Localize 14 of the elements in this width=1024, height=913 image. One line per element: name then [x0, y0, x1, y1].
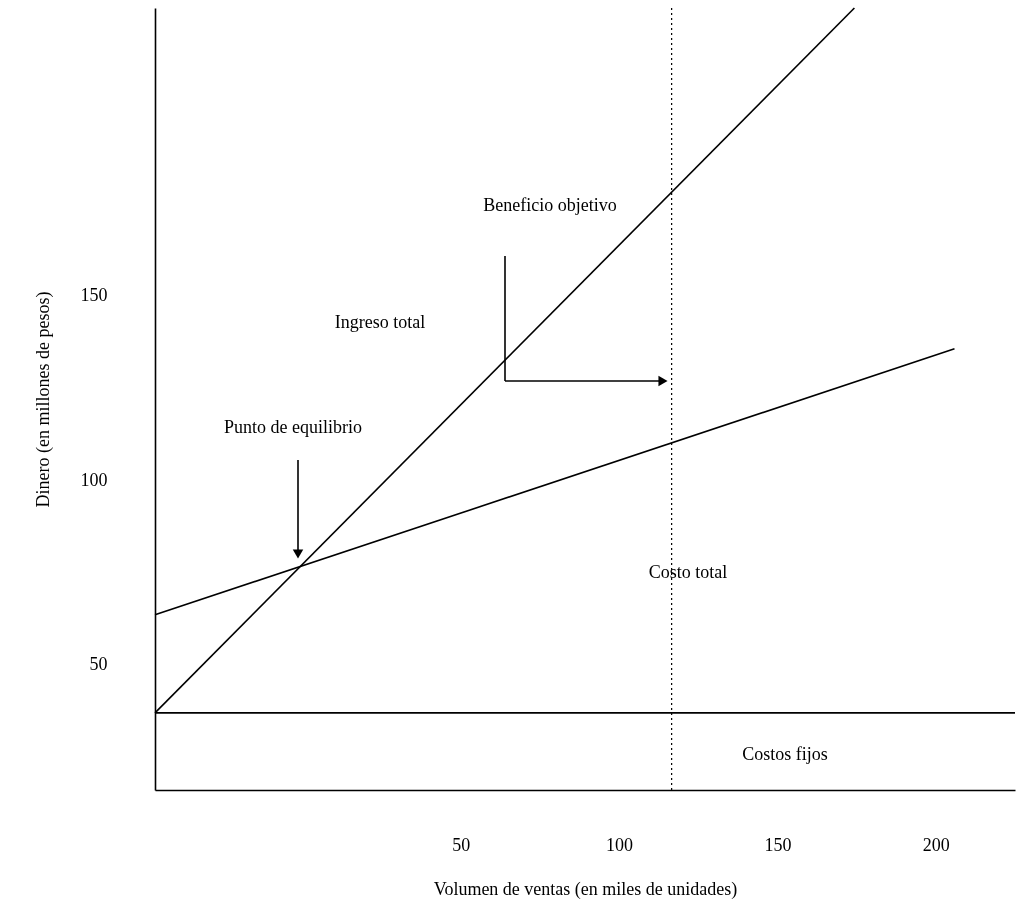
- annotation: Ingreso total: [334, 312, 426, 332]
- x-tick-label: 50: [452, 834, 471, 855]
- y-axis-title: Dinero (en millones de pesos): [32, 291, 54, 508]
- x-tick-label: 150: [764, 834, 792, 855]
- annotation: Costo total: [648, 562, 728, 582]
- annotation: Costos fijos: [742, 744, 828, 764]
- y-tick-label: 150: [80, 285, 108, 306]
- x-axis-title: Volumen de ventas (en miles de unidades): [433, 878, 738, 900]
- y-tick-label: 50: [89, 654, 108, 675]
- annotation: Beneficio objetivo: [483, 195, 617, 215]
- x-tick-label: 100: [606, 834, 634, 855]
- x-tick-label: 200: [922, 834, 950, 855]
- y-tick-label: 100: [80, 469, 108, 490]
- annotation: Punto de equilibrio: [224, 417, 362, 437]
